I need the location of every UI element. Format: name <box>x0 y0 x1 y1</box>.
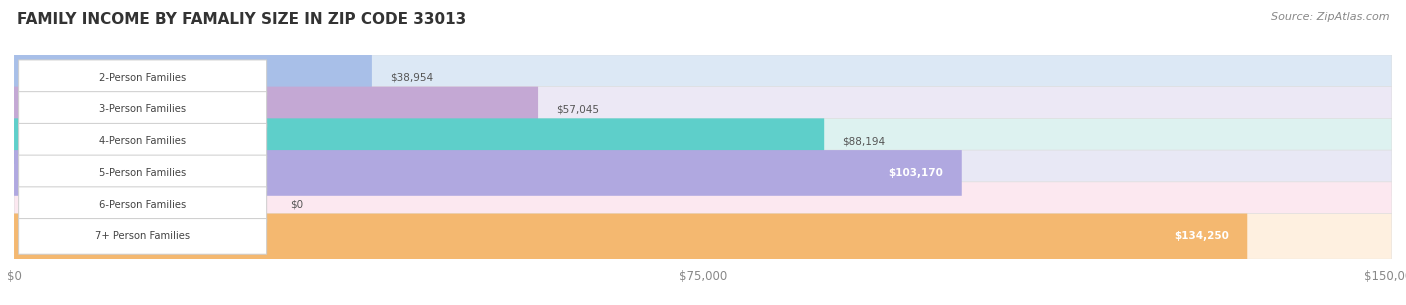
Text: Source: ZipAtlas.com: Source: ZipAtlas.com <box>1271 12 1389 22</box>
Text: $134,250: $134,250 <box>1174 231 1229 241</box>
FancyBboxPatch shape <box>14 55 1392 101</box>
FancyBboxPatch shape <box>18 60 267 95</box>
Text: $38,954: $38,954 <box>391 73 433 83</box>
Text: $57,045: $57,045 <box>557 105 599 114</box>
FancyBboxPatch shape <box>18 155 267 191</box>
Text: $0: $0 <box>290 200 302 210</box>
Text: 5-Person Families: 5-Person Families <box>98 168 186 178</box>
FancyBboxPatch shape <box>18 124 267 159</box>
FancyBboxPatch shape <box>18 92 267 127</box>
FancyBboxPatch shape <box>14 87 538 132</box>
Text: $103,170: $103,170 <box>889 168 943 178</box>
Text: 6-Person Families: 6-Person Families <box>98 200 186 210</box>
Text: 7+ Person Families: 7+ Person Families <box>96 231 190 241</box>
FancyBboxPatch shape <box>14 214 1392 259</box>
FancyBboxPatch shape <box>18 187 267 222</box>
FancyBboxPatch shape <box>14 182 1392 228</box>
FancyBboxPatch shape <box>14 118 1392 164</box>
FancyBboxPatch shape <box>14 118 824 164</box>
FancyBboxPatch shape <box>14 150 962 196</box>
FancyBboxPatch shape <box>14 214 1247 259</box>
Text: 3-Person Families: 3-Person Families <box>98 105 186 114</box>
FancyBboxPatch shape <box>18 219 267 254</box>
Text: 2-Person Families: 2-Person Families <box>98 73 186 83</box>
FancyBboxPatch shape <box>14 87 1392 132</box>
Text: $88,194: $88,194 <box>842 136 886 146</box>
Text: FAMILY INCOME BY FAMALIY SIZE IN ZIP CODE 33013: FAMILY INCOME BY FAMALIY SIZE IN ZIP COD… <box>17 12 467 27</box>
FancyBboxPatch shape <box>14 55 371 101</box>
Text: 4-Person Families: 4-Person Families <box>98 136 186 146</box>
FancyBboxPatch shape <box>14 150 1392 196</box>
